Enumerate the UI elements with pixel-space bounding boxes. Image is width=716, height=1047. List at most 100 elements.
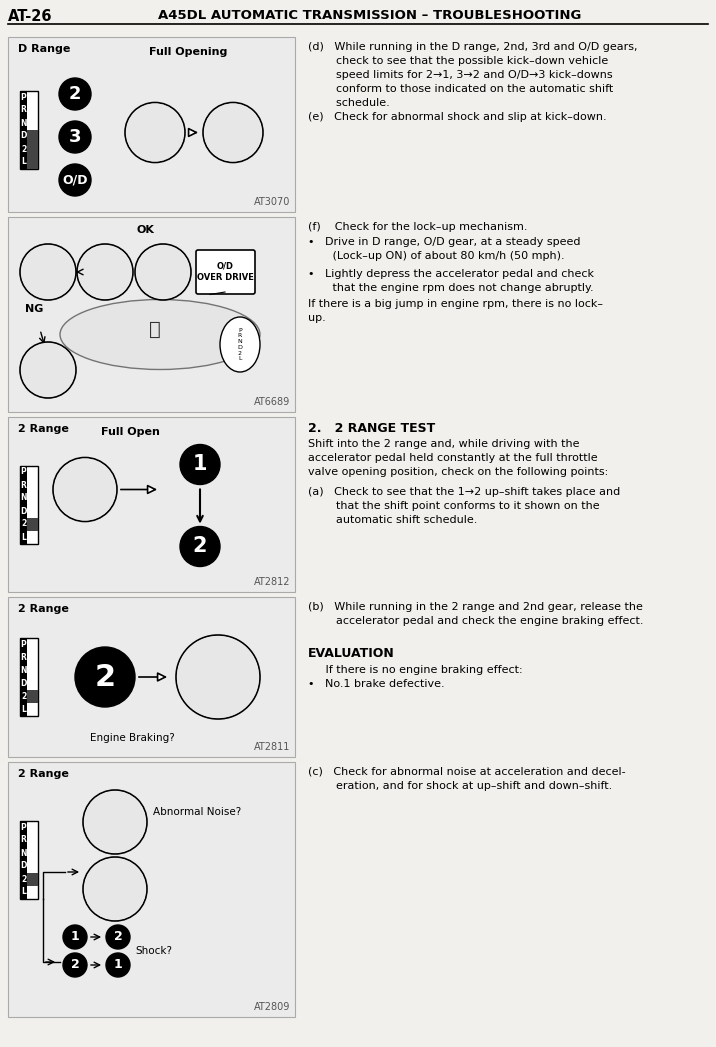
Text: 1: 1 bbox=[71, 931, 79, 943]
FancyBboxPatch shape bbox=[8, 762, 295, 1017]
Text: P: P bbox=[21, 823, 26, 831]
Text: Engine Braking?: Engine Braking? bbox=[90, 733, 175, 743]
Circle shape bbox=[84, 790, 146, 853]
Circle shape bbox=[77, 244, 133, 300]
Text: Shift into the 2 range and, while driving with the
accelerator pedal held consta: Shift into the 2 range and, while drivin… bbox=[308, 439, 609, 477]
Circle shape bbox=[54, 459, 116, 520]
Circle shape bbox=[59, 164, 91, 196]
Circle shape bbox=[84, 857, 146, 920]
Text: (f)    Check for the lock–up mechanism.: (f) Check for the lock–up mechanism. bbox=[308, 222, 528, 232]
Circle shape bbox=[83, 790, 147, 854]
Text: R: R bbox=[21, 481, 26, 490]
Circle shape bbox=[106, 925, 130, 949]
Text: Abnormal Noise?: Abnormal Noise? bbox=[153, 807, 241, 817]
Circle shape bbox=[75, 647, 135, 707]
Text: 2: 2 bbox=[21, 519, 26, 529]
Text: 2: 2 bbox=[21, 692, 26, 701]
Circle shape bbox=[59, 121, 91, 153]
Text: •   Drive in D range, O/D gear, at a steady speed
       (Lock–up ON) of about 8: • Drive in D range, O/D gear, at a stead… bbox=[308, 237, 581, 261]
FancyBboxPatch shape bbox=[8, 597, 295, 757]
Circle shape bbox=[135, 244, 191, 300]
Circle shape bbox=[176, 634, 260, 719]
Bar bbox=[20, 90, 38, 169]
Text: N: N bbox=[20, 493, 26, 503]
Text: P: P bbox=[21, 640, 26, 649]
Text: OK: OK bbox=[136, 225, 154, 235]
Text: N: N bbox=[20, 848, 26, 857]
Text: 👤: 👤 bbox=[149, 320, 161, 339]
Circle shape bbox=[204, 104, 262, 161]
FancyBboxPatch shape bbox=[8, 217, 295, 413]
Text: If there is no engine braking effect:
•   No.1 brake defective.: If there is no engine braking effect: • … bbox=[308, 665, 523, 689]
Circle shape bbox=[83, 857, 147, 921]
Circle shape bbox=[180, 527, 220, 566]
Circle shape bbox=[53, 458, 117, 521]
Text: 3: 3 bbox=[69, 128, 81, 146]
Text: P: P bbox=[21, 468, 26, 476]
Text: 2 Range: 2 Range bbox=[18, 424, 69, 435]
Text: AT6689: AT6689 bbox=[253, 397, 290, 407]
Text: If there is a big jump in engine rpm, there is no lock–
up.: If there is a big jump in engine rpm, th… bbox=[308, 299, 603, 324]
Circle shape bbox=[177, 636, 259, 718]
Text: AT2811: AT2811 bbox=[253, 742, 290, 752]
Text: NG: NG bbox=[25, 305, 44, 314]
Bar bbox=[27, 690, 38, 703]
Text: 2 Range: 2 Range bbox=[18, 604, 69, 614]
Bar bbox=[27, 130, 38, 142]
Text: 2.   2 RANGE TEST: 2. 2 RANGE TEST bbox=[308, 422, 435, 435]
Text: AT3070: AT3070 bbox=[253, 197, 290, 207]
Text: (b)   While running in the 2 range and 2nd gear, release the
        accelerator: (b) While running in the 2 range and 2nd… bbox=[308, 602, 644, 626]
Bar bbox=[20, 821, 27, 898]
FancyBboxPatch shape bbox=[8, 417, 295, 592]
Text: D: D bbox=[20, 680, 26, 688]
Bar bbox=[20, 466, 38, 543]
Text: 2: 2 bbox=[193, 536, 207, 557]
Bar bbox=[20, 638, 27, 716]
Text: •   Lightly depress the accelerator pedal and check
       that the engine rpm d: • Lightly depress the accelerator pedal … bbox=[308, 269, 594, 293]
Ellipse shape bbox=[60, 299, 260, 370]
Text: N: N bbox=[20, 666, 26, 675]
Text: P
R
N
D
2
L: P R N D 2 L bbox=[238, 328, 243, 361]
Text: Full Open: Full Open bbox=[100, 427, 160, 437]
Circle shape bbox=[20, 342, 76, 398]
Text: (d)   While running in the D range, 2nd, 3rd and O/D gears,
        check to see: (d) While running in the D range, 2nd, 3… bbox=[308, 42, 637, 122]
Text: 1: 1 bbox=[193, 454, 207, 474]
Circle shape bbox=[63, 925, 87, 949]
Bar bbox=[20, 466, 27, 543]
Circle shape bbox=[21, 245, 75, 299]
Circle shape bbox=[125, 103, 185, 162]
Text: L: L bbox=[21, 888, 26, 896]
Ellipse shape bbox=[220, 317, 260, 372]
Text: 2: 2 bbox=[71, 958, 79, 972]
Circle shape bbox=[20, 244, 76, 300]
Text: D Range: D Range bbox=[18, 44, 70, 54]
Text: (c)   Check for abnormal noise at acceleration and decel-
        eration, and f: (c) Check for abnormal noise at accelera… bbox=[308, 767, 626, 790]
Text: L: L bbox=[21, 705, 26, 714]
Circle shape bbox=[203, 103, 263, 162]
Bar bbox=[27, 517, 38, 531]
Text: AT-26: AT-26 bbox=[8, 9, 52, 24]
Text: 2: 2 bbox=[69, 85, 81, 103]
Text: 2: 2 bbox=[21, 144, 26, 154]
Text: AT2809: AT2809 bbox=[253, 1002, 290, 1012]
Text: R: R bbox=[21, 836, 26, 845]
Text: D: D bbox=[20, 507, 26, 515]
Text: L: L bbox=[21, 157, 26, 166]
Text: R: R bbox=[21, 106, 26, 114]
Text: 2 Range: 2 Range bbox=[18, 768, 69, 779]
Text: O/D
OVER DRIVE: O/D OVER DRIVE bbox=[197, 262, 253, 282]
Circle shape bbox=[126, 104, 184, 161]
Text: N: N bbox=[20, 118, 26, 128]
Circle shape bbox=[21, 343, 75, 397]
Bar bbox=[20, 821, 38, 898]
Bar bbox=[27, 156, 38, 169]
FancyBboxPatch shape bbox=[8, 37, 295, 211]
Text: L: L bbox=[21, 533, 26, 541]
Text: D: D bbox=[20, 132, 26, 140]
FancyBboxPatch shape bbox=[196, 250, 255, 294]
Text: Full Opening: Full Opening bbox=[149, 47, 227, 57]
Text: 1: 1 bbox=[114, 958, 122, 972]
Bar bbox=[27, 872, 38, 886]
Bar bbox=[20, 90, 27, 169]
Circle shape bbox=[180, 445, 220, 485]
